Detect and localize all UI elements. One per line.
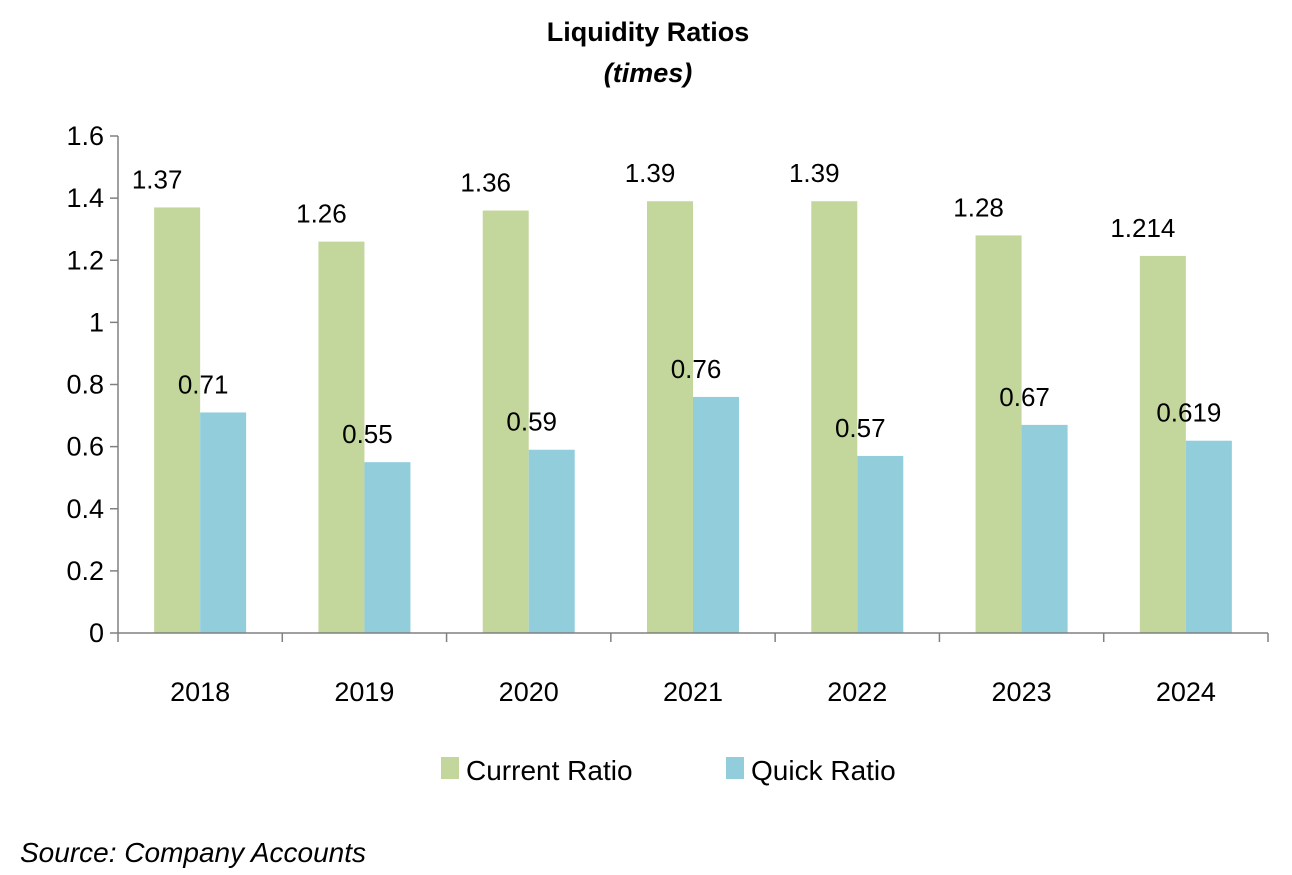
bar-current-ratio [647, 201, 693, 633]
y-tick-label: 0.6 [66, 432, 104, 462]
bar-data-label: 1.26 [296, 199, 347, 229]
x-tick-label: 2024 [1156, 677, 1216, 707]
bar-current-ratio [318, 241, 365, 634]
bar-data-label: 0.619 [1156, 398, 1221, 428]
bars [154, 201, 1232, 634]
x-tick-label: 2021 [663, 677, 723, 707]
bar-current-ratio [811, 201, 858, 633]
y-axis: 0 0.2 0.4 0.6 0.8 1 1.2 1.4 1.6 [66, 121, 119, 648]
bar-data-label: 1.36 [460, 168, 511, 198]
y-tick-label: 1 [89, 307, 104, 337]
bar-quick-ratio [200, 412, 247, 633]
bar-quick-ratio [364, 462, 411, 633]
bar-current-ratio [975, 235, 1022, 633]
bar-data-label: 1.39 [625, 158, 676, 188]
bar-data-label: 1.39 [789, 158, 840, 188]
bar-current-ratio [482, 210, 529, 634]
bar-data-label: 1.28 [953, 192, 1004, 222]
x-tick-label: 2018 [170, 677, 230, 707]
chart-subtitle: (times) [604, 58, 693, 88]
bar-data-label: 0.67 [999, 382, 1050, 412]
x-tick-label: 2019 [334, 677, 394, 707]
bar-quick-ratio [1185, 440, 1232, 633]
legend-swatch-quick-ratio [726, 757, 744, 779]
bar-data-label: 1.214 [1110, 213, 1175, 243]
bar-data-label: 0.59 [506, 407, 557, 437]
y-tick-label: 1.2 [66, 245, 104, 275]
chart-title: Liquidity Ratios [547, 17, 750, 47]
bar-data-label: 0.57 [835, 413, 886, 443]
bar-quick-ratio [857, 455, 904, 633]
y-tick-label: 0.2 [66, 556, 104, 586]
bar-quick-ratio [693, 396, 739, 633]
legend-label-current-ratio: Current Ratio [466, 755, 633, 786]
legend-label-quick-ratio: Quick Ratio [751, 755, 896, 786]
bar-quick-ratio [528, 449, 575, 633]
bar-data-label: 1.37 [132, 164, 183, 194]
y-tick-label: 1.6 [66, 121, 104, 151]
y-tick-label: 0.4 [66, 494, 104, 524]
y-tick-label: 1.4 [66, 183, 104, 213]
legend: Current Ratio Quick Ratio [441, 755, 896, 786]
bar-quick-ratio [1021, 424, 1068, 633]
x-tick-label: 2022 [827, 677, 887, 707]
x-tick-label: 2020 [499, 677, 559, 707]
bar-current-ratio [1139, 255, 1186, 633]
x-tick-label: 2023 [992, 677, 1052, 707]
source-note: Source: Company Accounts [20, 837, 366, 868]
y-tick-label: 0.8 [66, 370, 104, 400]
bar-data-label: 0.55 [342, 419, 393, 449]
bar-current-ratio [154, 207, 201, 633]
bar-data-label: 0.76 [671, 354, 722, 384]
legend-swatch-current-ratio [441, 757, 459, 779]
bar-data-label: 0.71 [178, 369, 229, 399]
x-axis: 2018 2019 2020 2021 2022 2023 2024 [117, 632, 1269, 707]
y-tick-label: 0 [89, 618, 104, 648]
bar-data-labels: 1.37 0.71 1.26 0.55 1.36 0.59 1.39 0.76 1.39 0.57… [132, 158, 1222, 449]
